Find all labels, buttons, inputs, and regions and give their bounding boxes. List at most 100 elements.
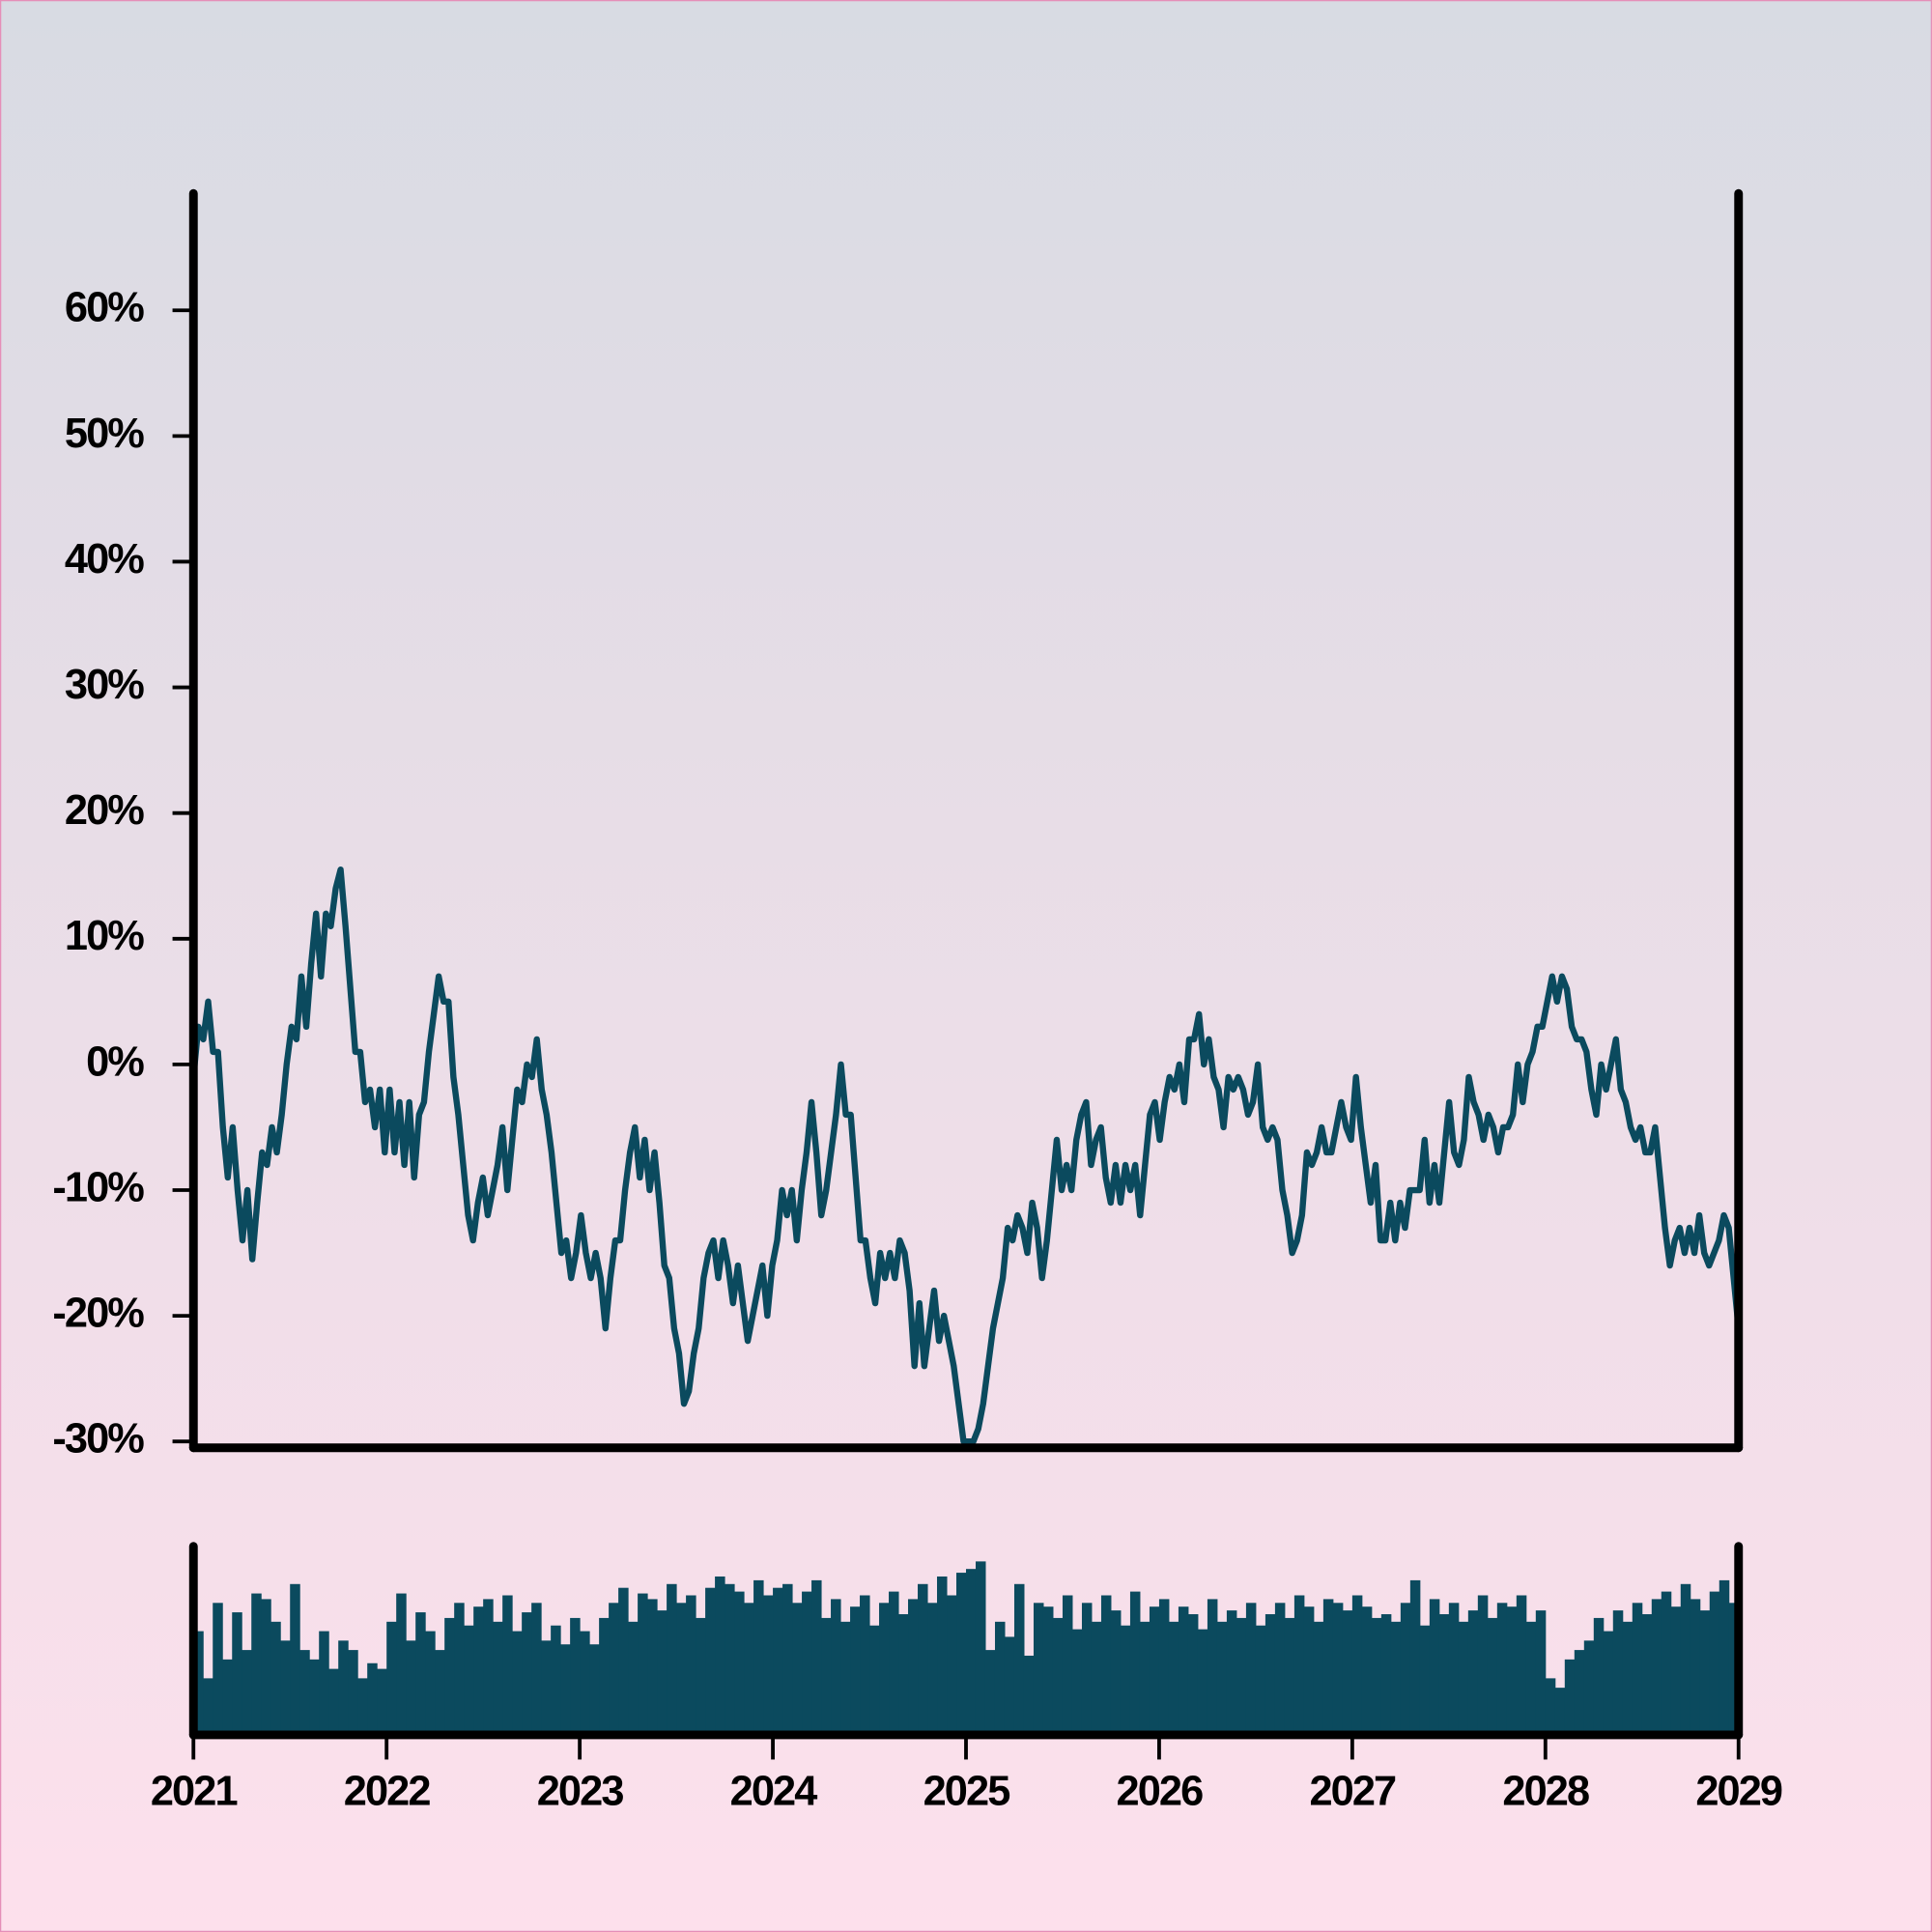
bar [831,1599,841,1735]
bar [1603,1631,1614,1735]
bar [203,1678,213,1735]
bar [782,1583,793,1735]
bar [1719,1579,1730,1735]
bar [879,1603,890,1735]
bar [1255,1625,1266,1735]
bar [328,1668,339,1735]
bar [1332,1603,1344,1735]
bar [1525,1621,1537,1735]
x-tick-label: 2022 [344,1769,431,1815]
y-tick-label: -20% [52,1291,144,1337]
bar [357,1678,368,1735]
bar [1506,1606,1518,1735]
y-tick-label: 40% [65,536,144,582]
bar [1380,1614,1392,1735]
x-tick-label: 2024 [730,1769,818,1815]
bar [1535,1610,1547,1735]
bar [811,1579,822,1735]
bar [1709,1591,1720,1735]
bar [984,1650,996,1735]
bar [1651,1599,1662,1735]
bar [1091,1621,1102,1735]
bar [348,1650,358,1735]
bar [609,1603,619,1735]
bar [512,1631,523,1735]
bar [1197,1629,1208,1735]
bar [1216,1621,1228,1735]
x-tick-label: 2028 [1502,1769,1589,1815]
bar [589,1644,600,1735]
bar [1622,1621,1634,1735]
bar [1728,1603,1740,1735]
bar [1110,1610,1122,1735]
bar [667,1583,677,1735]
bar [1612,1610,1624,1735]
bar [705,1587,716,1735]
bar [734,1591,745,1735]
bar [1477,1595,1489,1735]
bar [1371,1617,1382,1735]
bar [908,1599,919,1735]
bar [444,1617,455,1735]
bar [1583,1640,1595,1735]
bar [1062,1595,1073,1735]
bar [1419,1625,1431,1735]
bar [338,1640,349,1735]
bar [1168,1621,1179,1735]
bar [1390,1621,1402,1735]
bar [1361,1606,1373,1735]
bar [386,1621,397,1735]
bar [937,1576,948,1735]
x-tick-label: 2023 [537,1769,624,1815]
bar [898,1614,909,1735]
bar [1052,1617,1064,1735]
y-tick-label: -10% [52,1164,144,1210]
bar [647,1599,658,1735]
bar [1313,1621,1324,1735]
bar [396,1593,407,1735]
bar [947,1595,957,1735]
bar [319,1631,329,1735]
y-tick-label: 0% [86,1038,144,1085]
bar [1438,1614,1450,1735]
bar [290,1583,300,1735]
bar [1004,1636,1015,1735]
bar [1322,1599,1334,1735]
bar [1661,1591,1672,1735]
bar [792,1603,803,1735]
bar [560,1644,571,1735]
bar [1207,1599,1218,1735]
bar [1120,1625,1131,1735]
bar [464,1625,474,1735]
bar [1293,1595,1305,1735]
bar [918,1583,928,1735]
bar [1284,1617,1295,1735]
bar [802,1591,812,1735]
bar [638,1593,648,1735]
bar [406,1640,416,1735]
bar [1187,1614,1199,1735]
bar [696,1617,706,1735]
bar [1351,1595,1363,1735]
x-tick-label: 2025 [923,1769,1010,1815]
bar [1023,1655,1035,1735]
bar [580,1631,590,1735]
bar [1071,1629,1083,1735]
bar [309,1659,320,1735]
bar [1593,1617,1605,1735]
bar [773,1587,783,1735]
bar [686,1595,696,1735]
bar [821,1617,832,1735]
bar [860,1595,870,1735]
bar [927,1603,938,1735]
bar [753,1579,764,1735]
bar [435,1650,445,1735]
bar [251,1593,262,1735]
line [190,867,1742,1445]
bar [1699,1610,1711,1735]
bar [1100,1595,1112,1735]
bar [502,1595,513,1735]
bar [956,1573,967,1735]
bar [1013,1583,1025,1735]
bar [270,1621,281,1735]
